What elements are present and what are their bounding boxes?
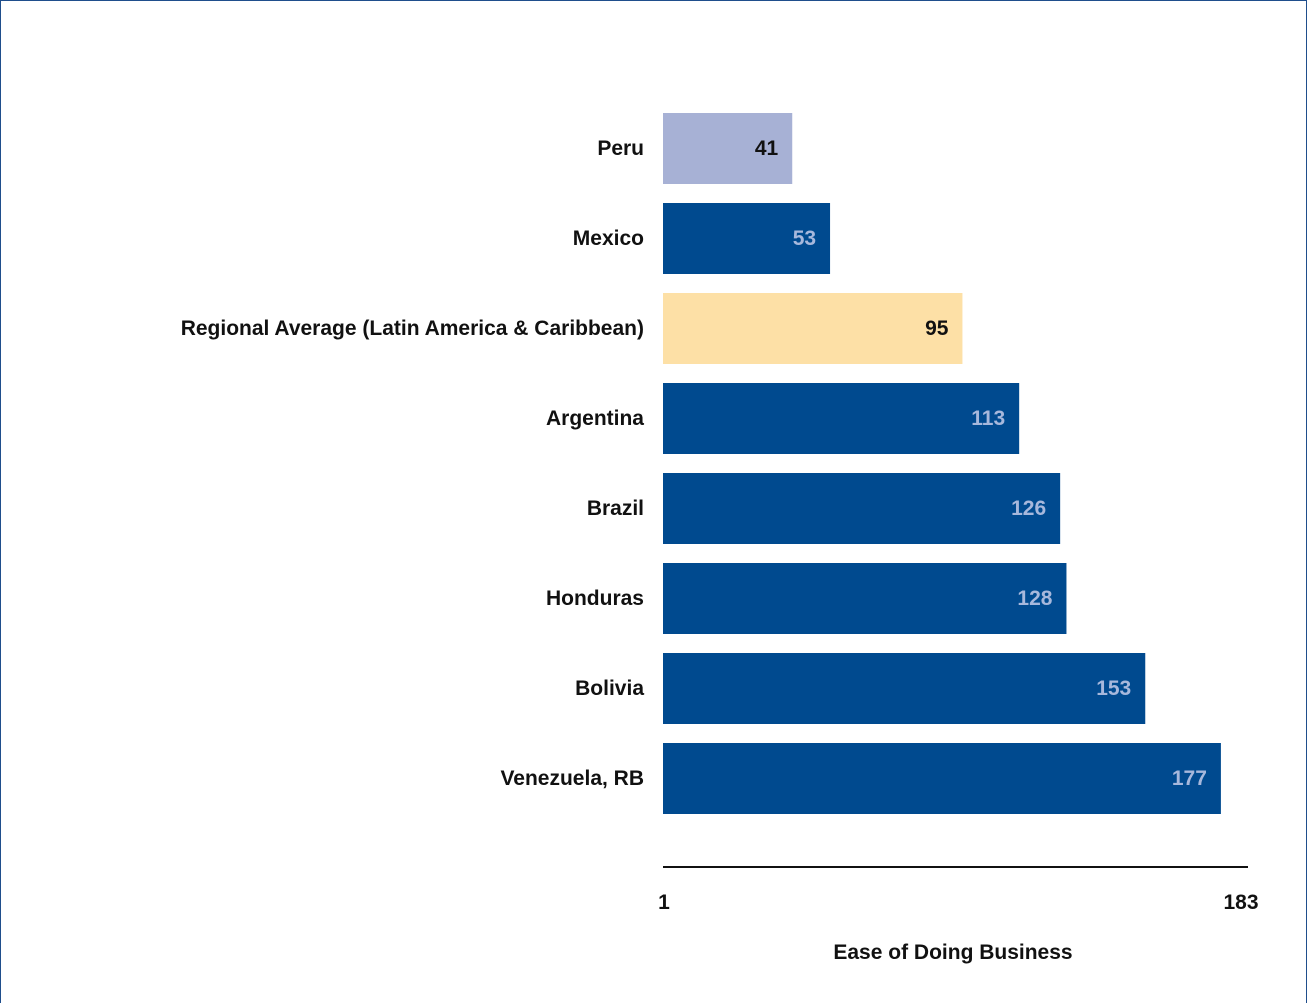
value-label-brazil: 126 [1011, 497, 1046, 520]
category-label-honduras: Honduras [546, 587, 644, 610]
category-label-argentina: Argentina [546, 407, 644, 430]
value-label-argentina: 113 [971, 407, 1005, 430]
value-label-mexico: 53 [793, 227, 816, 250]
category-label-bolivia: Bolivia [575, 677, 644, 700]
x-tick-label-max: 183 [1223, 891, 1258, 914]
category-label-regional-average-latin-america-caribbean: Regional Average (Latin America & Caribb… [181, 317, 644, 340]
category-label-brazil: Brazil [587, 497, 644, 520]
category-label-venezuela-rb: Venezuela, RB [500, 767, 644, 790]
bar-bolivia [663, 653, 1146, 724]
x-axis-title: Ease of Doing Business [833, 941, 1072, 964]
value-label-bolivia: 153 [1096, 677, 1131, 700]
bar-peru [663, 113, 793, 184]
bar-argentina [663, 383, 1020, 454]
bar-regional-average-latin-america-caribbean [663, 293, 963, 364]
bar-brazil [663, 473, 1061, 544]
value-label-honduras: 128 [1017, 587, 1052, 610]
category-labels: Peru Mexico Regional Average (Latin Americ… [181, 137, 645, 790]
value-label-venezuela-rb: 177 [1172, 767, 1207, 790]
category-label-mexico: Mexico [573, 227, 644, 250]
bars-layer [663, 113, 1221, 814]
bar-honduras [663, 563, 1067, 634]
value-label-peru: 41 [755, 137, 779, 160]
bar-venezuela-rb [663, 743, 1221, 814]
bar-mexico [663, 203, 831, 274]
value-labels: 41 53 95 113 126 128 153 177 [755, 137, 1207, 790]
x-tick-label-min: 1 [658, 891, 670, 914]
value-label-regional-average-latin-america-caribbean: 95 [925, 317, 949, 340]
category-label-peru: Peru [597, 137, 644, 160]
